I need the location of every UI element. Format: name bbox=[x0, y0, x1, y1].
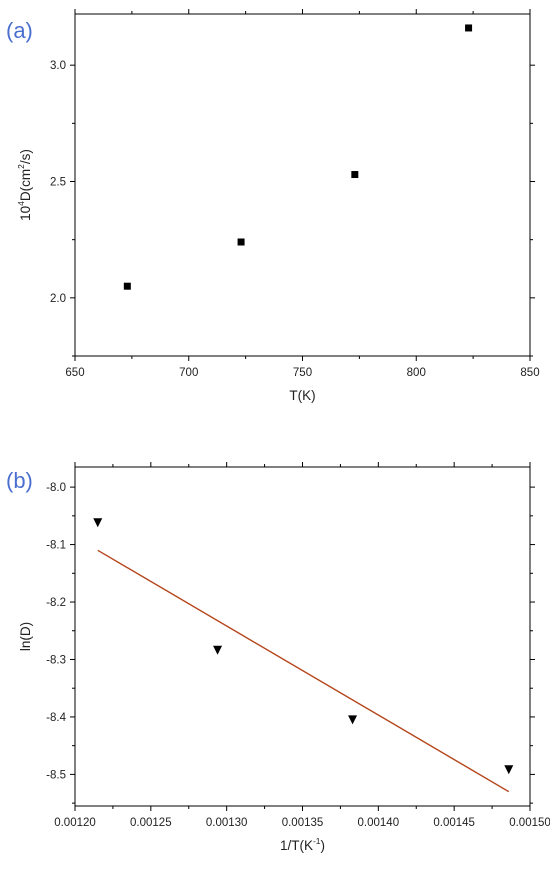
y-tick-label-a: 3.0 bbox=[50, 60, 66, 72]
x-axis-title-a: T(K) bbox=[289, 388, 315, 403]
data-point-square bbox=[123, 282, 131, 290]
y-tick-label-b: -8.5 bbox=[46, 769, 66, 781]
x-tick-label-b: 0.00140 bbox=[358, 817, 400, 829]
y-tick-label-b: -8.2 bbox=[46, 597, 66, 609]
y-tick-label-b: -8.1 bbox=[46, 540, 66, 552]
plot-b-frame bbox=[74, 466, 531, 807]
x-tick-label-a: 700 bbox=[179, 367, 198, 379]
y-tick-label-a: 2.0 bbox=[50, 293, 66, 305]
plot-a-area: 650 700 750 800 850 2.0 2.5 3.0 T(K) 104D(cm2/s) bbox=[16, 9, 540, 403]
y-tick-label-b: -8.3 bbox=[46, 654, 66, 666]
data-point-triangle bbox=[93, 518, 103, 528]
x-tick-label-a: 850 bbox=[520, 367, 539, 379]
data-point-triangle bbox=[348, 715, 358, 725]
y-tick-label-a: 2.5 bbox=[50, 177, 66, 189]
data-point-square bbox=[351, 171, 359, 179]
y-tick-label-b: -8.0 bbox=[46, 482, 66, 494]
plot-a-frame bbox=[74, 13, 531, 357]
x-tick-label-b: 0.00150 bbox=[509, 817, 550, 829]
x-tick-label-b: 0.00145 bbox=[433, 817, 475, 829]
plot-b-area: 0.00120 0.00125 0.00130 0.00135 0.00140 0.001… bbox=[18, 462, 550, 853]
y-axis-title-a: 104D(cm2/s) bbox=[16, 149, 33, 221]
x-tick-label-b: 0.00120 bbox=[54, 817, 96, 829]
x-tick-label-b: 0.00125 bbox=[130, 817, 172, 829]
panel-b: (b) 0.00120 0.00125 0.00130 0.00135 0.00140 0… bbox=[6, 462, 550, 853]
y-tick-label-b: -8.4 bbox=[46, 712, 66, 724]
x-tick-label-b: 0.00135 bbox=[282, 817, 324, 829]
x-axis-title-b: 1/T(K-1) bbox=[280, 836, 325, 853]
data-point-square bbox=[465, 24, 473, 32]
panel-a-label: (a) bbox=[6, 18, 33, 43]
panel-a: (a) 650 700 750 800 850 2.0 2.5 3.0 T(K) 104D(cm2… bbox=[6, 9, 540, 403]
panel-b-label: (b) bbox=[6, 468, 33, 493]
x-tick-label-b: 0.00130 bbox=[206, 817, 248, 829]
data-point-triangle bbox=[504, 765, 514, 775]
y-axis-title-b: ln(D) bbox=[18, 622, 33, 651]
data-point-square bbox=[237, 238, 245, 246]
fit-line-b bbox=[97, 549, 510, 793]
x-tick-label-a: 800 bbox=[407, 367, 426, 379]
x-tick-label-a: 750 bbox=[293, 367, 312, 379]
data-point-triangle bbox=[213, 645, 223, 655]
x-tick-label-a: 650 bbox=[65, 367, 84, 379]
